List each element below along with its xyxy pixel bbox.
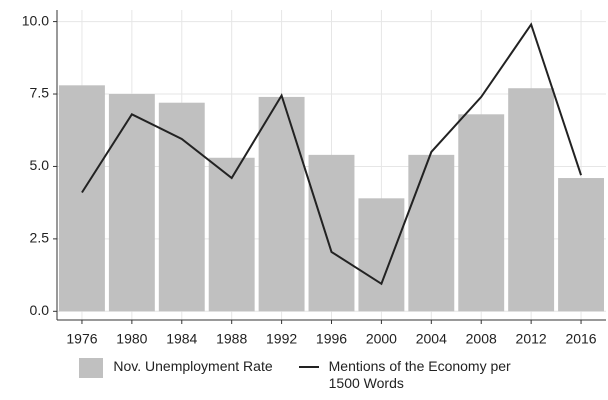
- x-tick-label: 2008: [466, 331, 497, 347]
- line: [81, 22, 582, 286]
- x-tick-label: 2012: [516, 331, 547, 347]
- bar: [108, 94, 155, 312]
- y-tick-label: 5.0: [30, 157, 50, 173]
- legend-key: [79, 358, 104, 378]
- legend-key: [298, 366, 319, 368]
- bar: [458, 114, 505, 312]
- x-tick-label: 1992: [266, 331, 297, 347]
- y-tick-label: 2.5: [30, 230, 50, 246]
- bar: [408, 154, 455, 312]
- legend-item: Nov. Unemployment Rate: [79, 358, 273, 392]
- bar: [308, 154, 355, 312]
- y-tick-label: 7.5: [30, 85, 50, 101]
- bar: [58, 85, 105, 312]
- bar: [208, 157, 255, 312]
- y-tick-label: 0.0: [30, 302, 50, 318]
- x-tick-label: 1980: [116, 331, 147, 347]
- x-tick-label: 1976: [66, 331, 97, 347]
- legend-label: Nov. Unemployment Rate: [113, 358, 273, 374]
- x-tick-label: 2000: [366, 331, 397, 347]
- legend-label: Mentions of the Economy per 1500 Words: [328, 358, 511, 391]
- x-tick-label: 1988: [216, 331, 247, 347]
- y-tick-label: 10.0: [22, 12, 49, 28]
- bar: [508, 88, 555, 312]
- bar: [558, 178, 605, 312]
- legend-item: Mentions of the Economy per 1500 Words: [298, 358, 529, 392]
- legend-swatch: [79, 358, 104, 378]
- x-tick-label: 1996: [316, 331, 347, 347]
- x-tick-label: 2016: [565, 331, 596, 347]
- bar: [258, 96, 305, 312]
- bar: [158, 102, 205, 312]
- x-tick-label: 1984: [166, 331, 197, 347]
- bar: [358, 198, 405, 312]
- chart: 0.0 2.5 5.0 7.5 10.0 1976 1980 1984 1988 1992 1996…: [22, 10, 606, 347]
- x-tick-label: 2004: [416, 331, 447, 347]
- legend: Nov. Unemployment Rate Mentions of the Ec…: [0, 358, 608, 392]
